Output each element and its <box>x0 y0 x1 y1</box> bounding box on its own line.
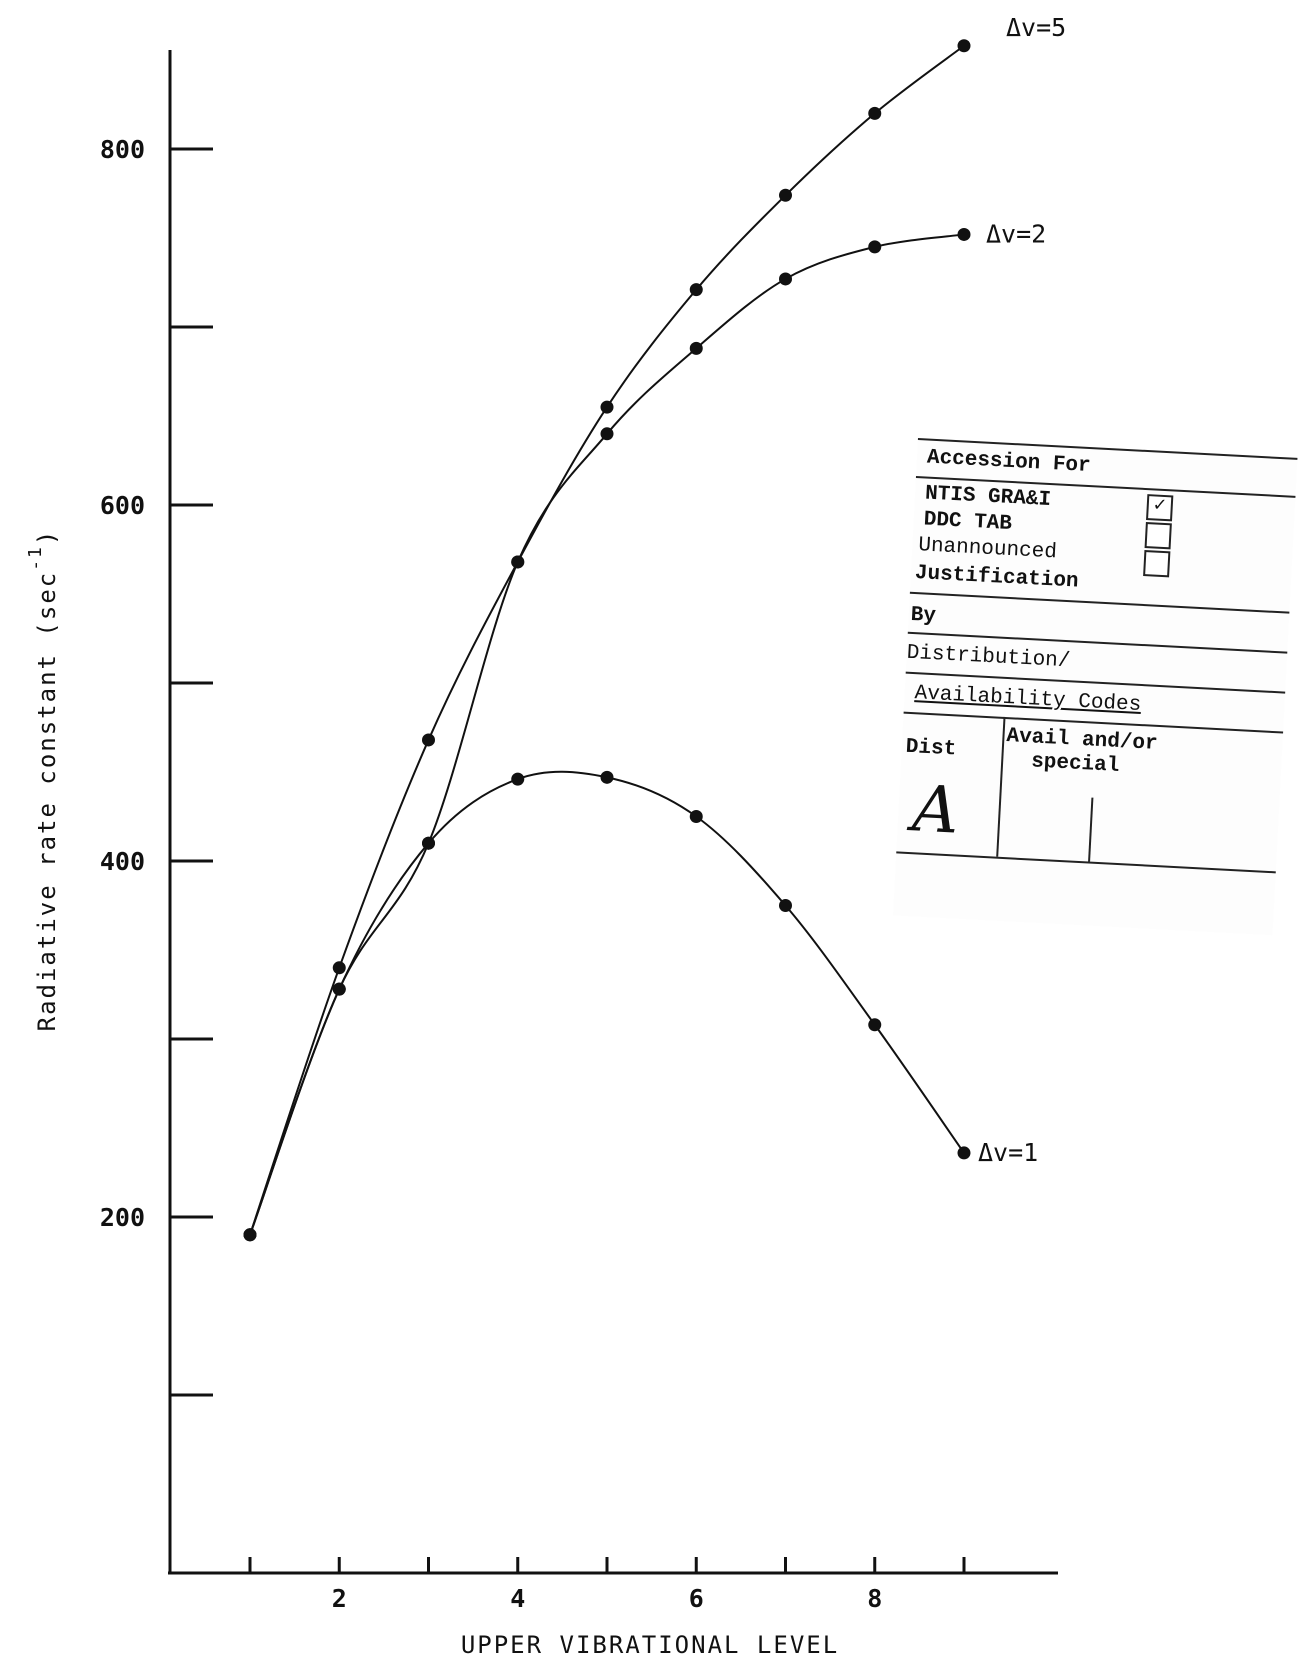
series-label-2: Δv=1 <box>978 1138 1038 1167</box>
series-0-point-5 <box>600 400 614 414</box>
ntis-checkbox[interactable]: ✓ <box>1146 494 1174 522</box>
series-1-point-4 <box>511 555 525 569</box>
series-2-point-6 <box>689 810 703 823</box>
stamp-availability: Availability Codes <box>914 682 1142 718</box>
series-2-point-3 <box>422 836 435 850</box>
accession-stamp: Accession For NTIS GRA&I ✓ DDC TAB Unann… <box>892 438 1298 936</box>
y-tick-label-600: 600 <box>100 491 145 520</box>
stamp-avail-special-2: special <box>1030 750 1120 778</box>
stamp-header: Accession For <box>926 446 1092 479</box>
stamp-item-ddc: DDC TAB <box>923 508 1013 537</box>
series-layer: Δv=5 Δv=2 Δv=1 <box>243 13 1066 1242</box>
series-1-point-5 <box>600 427 614 441</box>
stamp-dist: Dist <box>905 735 957 762</box>
series-line-0 <box>249 44 965 1236</box>
series-2-point-9 <box>957 1146 971 1160</box>
y-tick-label-400: 400 <box>100 847 145 876</box>
y-axis-title-group: Radiative rate constant (sec-1) <box>25 529 61 1032</box>
series-line-2 <box>249 770 965 1236</box>
x-ticks: 2 4 6 8 <box>248 1557 966 1613</box>
stamp-distribution: Distribution/ <box>906 641 1071 674</box>
y-axis-title-superscript: -1 <box>25 545 46 571</box>
series-0-point-8 <box>868 106 882 120</box>
stamp-bottom-row <box>896 849 1276 874</box>
series-2-point-7 <box>779 899 792 912</box>
stamp-dist-mark: A <box>910 772 961 849</box>
y-axis-title: Radiative rate constant (sec-1) <box>25 529 61 1032</box>
series-2-point-4 <box>511 772 525 786</box>
y-tick-label-200: 200 <box>100 1203 145 1232</box>
series-0-point-7 <box>779 188 792 202</box>
stamp-avail-special-1: Avail and/or <box>1005 725 1159 756</box>
y-tick-label-800: 800 <box>100 135 145 164</box>
series-0-point-3 <box>422 733 435 747</box>
y-axis-title-close: ) <box>33 529 61 545</box>
ddc-checkbox[interactable] <box>1144 522 1172 550</box>
series-2-point-1 <box>243 1228 257 1242</box>
x-axis-title: UPPER VIBRATIONAL LEVEL <box>461 1631 839 1659</box>
stamp-by: By <box>910 603 937 629</box>
series-1-point-9 <box>957 227 971 241</box>
series-2-point-5 <box>600 770 614 784</box>
x-tick-label-4: 4 <box>510 1584 525 1613</box>
series-1-point-6 <box>689 341 703 355</box>
x-tick-label-2: 2 <box>332 1584 347 1613</box>
series-2-point-2 <box>332 982 346 996</box>
series-1-point-7 <box>779 272 792 286</box>
series-line-1 <box>249 233 965 1236</box>
series-0-point-2 <box>332 961 346 975</box>
x-tick-label-6: 6 <box>689 1584 704 1613</box>
series-0-point-6 <box>689 283 703 297</box>
series-2-point-8 <box>868 1018 882 1032</box>
series-2: Δv=1 <box>243 770 1038 1242</box>
y-axis-title-main: Radiative rate constant (sec <box>33 571 61 1032</box>
stamp-item-ntis: NTIS GRA&I <box>924 482 1052 513</box>
series-1-point-8 <box>868 240 882 254</box>
x-tick-label-8: 8 <box>867 1584 882 1613</box>
y-ticks: 200 400 600 800 <box>100 135 213 1397</box>
axes <box>168 50 1058 1575</box>
stamp-justification: Justification <box>914 562 1080 594</box>
series-label-0: Δv=5 <box>1006 13 1066 42</box>
stamp-dist-cell: Dist A <box>896 711 1006 857</box>
series-0-point-9 <box>957 39 971 53</box>
series-label-1: Δv=2 <box>986 219 1046 248</box>
stamp-divider <box>1088 797 1094 862</box>
